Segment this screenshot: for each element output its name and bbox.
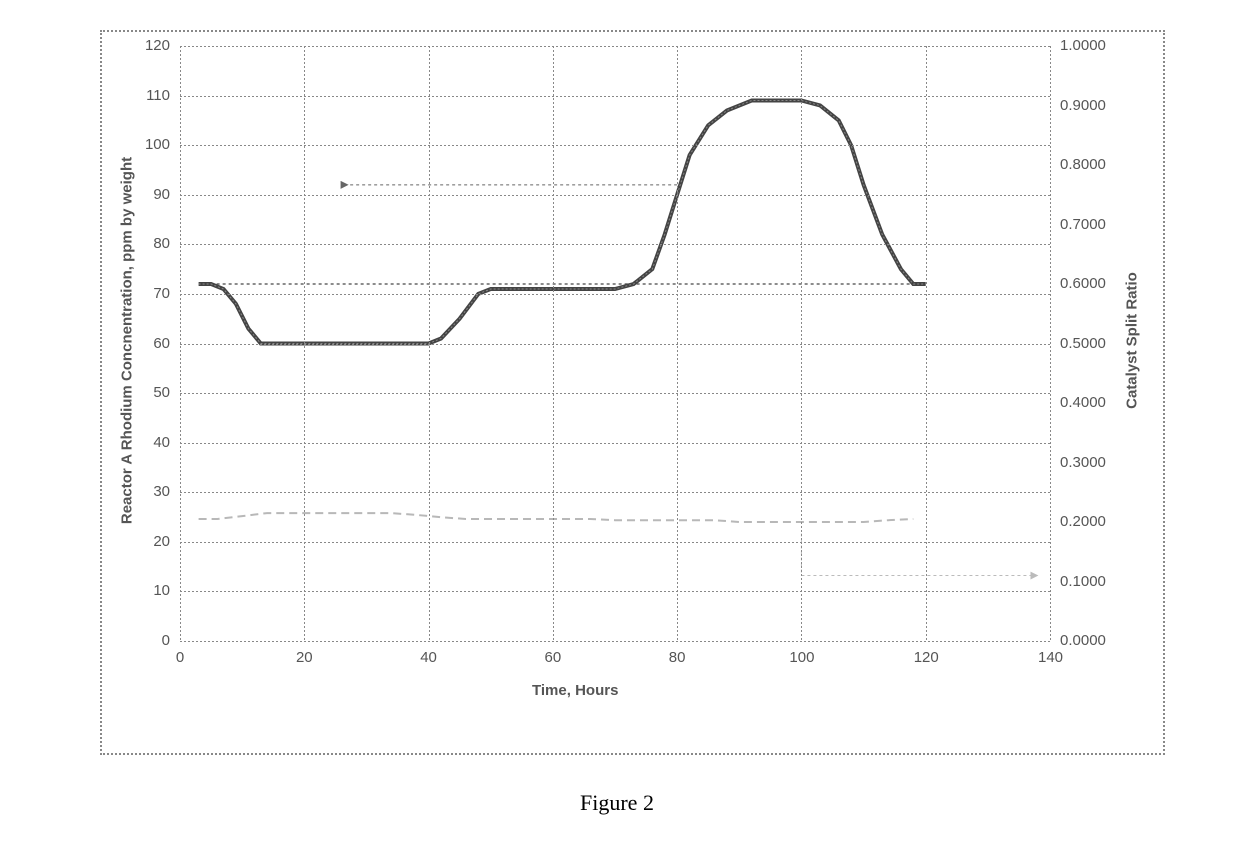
x-tick: 60 [541,649,565,666]
y-left-tick: 80 [153,235,170,252]
x-tick: 100 [789,649,813,666]
grid-line-h [180,542,1050,543]
x-tick: 0 [168,649,192,666]
y-left-tick: 110 [146,87,170,104]
series-hatch [199,101,926,344]
grid-line-v [677,46,678,641]
y-left-tick: 30 [153,483,170,500]
indicator-arrow-right [801,534,1037,576]
y-left-tick: 120 [145,37,170,54]
figure-frame: 0 10 20 30 40 50 60 70 80 90 100 110 120 0.0000 0.100… [100,30,1165,755]
grid-line-h [180,344,1050,345]
grid-line-h [180,46,1050,47]
y-left-tick: 50 [153,384,170,401]
y-right-tick: 0.5000 [1060,335,1106,352]
y-left-tick: 20 [153,533,170,550]
y-left-tick: 90 [153,186,170,203]
grid-line-v [304,46,305,641]
grid-line-h [180,294,1050,295]
y-right-tick: 0.2000 [1060,513,1106,530]
grid-line-h [180,443,1050,444]
series-rhodium-concentration [199,101,926,344]
grid-line-h [180,393,1050,394]
grid-line-h [180,195,1050,196]
y-right-tick: 0.0000 [1060,632,1106,649]
x-tick: 20 [292,649,316,666]
grid-line-h [180,244,1050,245]
y-right-tick: 0.7000 [1060,216,1106,233]
x-tick: 120 [914,649,938,666]
y-right-tick: 0.4000 [1060,394,1106,411]
grid-line-h [180,492,1050,493]
y-right-tick: 1.0000 [1060,37,1106,54]
grid-line-v [926,46,927,641]
grid-line-v [553,46,554,641]
y-right-label: Catalyst Split Ratio [1124,241,1141,441]
y-left-tick: 0 [162,632,170,649]
grid-line-v [801,46,802,641]
y-left-tick: 70 [153,285,170,302]
x-tick: 40 [417,649,441,666]
grid-line-h [180,641,1050,642]
series-catalyst-split-ratio [199,513,914,522]
grid-line-h [180,591,1050,592]
x-tick: 80 [665,649,689,666]
grid-line-h [180,96,1050,97]
x-tick: 140 [1038,649,1062,666]
grid-line-h [180,145,1050,146]
y-left-tick: 60 [153,335,170,352]
y-right-tick: 0.1000 [1060,573,1106,590]
grid-line-v [1050,46,1051,641]
y-left-tick: 100 [145,136,170,153]
y-left-label: Reactor A Rhodium Concnentration, ppm by… [119,141,136,541]
plot-area [180,46,1050,641]
y-right-tick: 0.8000 [1060,156,1106,173]
figure-caption: Figure 2 [580,790,654,816]
grid-line-v [180,46,181,641]
grid-line-v [429,46,430,641]
x-axis-label: Time, Hours [532,682,618,699]
y-right-tick: 0.6000 [1060,275,1106,292]
y-left-tick: 40 [153,434,170,451]
y-right-tick: 0.9000 [1060,97,1106,114]
y-left-tick: 10 [153,582,170,599]
y-right-tick: 0.3000 [1060,454,1106,471]
